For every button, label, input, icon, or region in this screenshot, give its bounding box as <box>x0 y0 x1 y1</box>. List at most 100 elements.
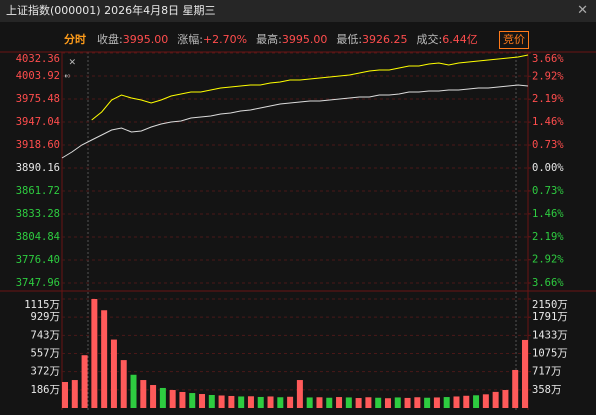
volume-bar <box>345 397 352 408</box>
volume-bar <box>120 360 127 408</box>
price-line <box>91 54 529 121</box>
volume-bar <box>384 398 391 408</box>
volume-bar <box>238 396 245 408</box>
title-bar: 上证指数(000001) 2026年4月8日 星期三 ✕ <box>0 0 596 22</box>
volume-bar <box>424 397 431 408</box>
volume-bar <box>101 310 108 408</box>
info-value: 3995.00 <box>122 33 169 46</box>
price-line <box>61 84 529 159</box>
volume-bar <box>62 381 68 408</box>
y-tick-label: 3975.48 <box>16 93 60 105</box>
volume-bar <box>179 391 186 408</box>
y2-tick-label: 1791万 <box>532 311 568 323</box>
volume-bar <box>404 397 411 408</box>
y2-tick-label: 2150万 <box>532 299 568 311</box>
volume-bar <box>71 380 78 408</box>
volume-bar <box>130 374 137 408</box>
volume-bar <box>394 397 401 408</box>
y-tick-label: 557万 <box>31 348 60 360</box>
volume-bar <box>482 394 489 408</box>
y2-tick-label: 1433万 <box>532 329 568 341</box>
volume-bar <box>257 396 264 408</box>
y-tick-label: 3804.84 <box>16 231 60 243</box>
y-tick-label: 3890.16 <box>16 162 60 174</box>
y2-tick-label: 2.92% <box>532 70 564 82</box>
title: 上证指数(000001) 2026年4月8日 星期三 <box>6 4 216 17</box>
y-tick-label: 4003.92 <box>16 70 60 82</box>
y-tick-label: 186万 <box>31 384 60 396</box>
info-label: 收盘: <box>97 33 123 46</box>
y2-tick-label: 3.66% <box>532 277 564 289</box>
y2-tick-label: 0.73% <box>532 185 564 197</box>
volume-bar <box>365 397 372 408</box>
y-tick-label: 372万 <box>31 366 60 378</box>
info-label: 成交: <box>416 33 443 46</box>
info-label: 最高: <box>256 33 282 46</box>
close-button[interactable]: ✕ <box>577 3 588 18</box>
y2-tick-label: 0.00% <box>532 162 564 174</box>
y-tick-label: 3947.04 <box>16 116 60 128</box>
info-value: +2.70% <box>202 33 248 46</box>
volume-bar <box>189 393 196 408</box>
volume-bar <box>159 387 166 408</box>
volume-bar <box>443 397 450 408</box>
close-icon[interactable]: ✕ <box>69 55 76 68</box>
volume-bar <box>453 396 460 408</box>
info-value: 3995.00 <box>281 33 328 46</box>
volume-bar <box>287 396 294 408</box>
y-tick-label: 743万 <box>31 329 60 341</box>
info-value: 3926.25 <box>362 33 408 46</box>
y2-tick-label: 0.73% <box>532 139 564 151</box>
y2-tick-label: 3.66% <box>532 53 564 65</box>
volume-bar <box>473 395 480 408</box>
y-tick-label: 3833.28 <box>16 208 60 220</box>
volume-bar <box>433 397 440 408</box>
volume-bar <box>492 391 499 408</box>
volume-bar <box>306 397 313 408</box>
info-items: 收盘: 3995.00 涨幅: +2.70% 最高: 3995.00 最低: 3926.25 成… <box>97 30 487 50</box>
y-tick-label: 1115万 <box>24 299 60 311</box>
volume-bar <box>208 394 215 408</box>
y-tick-label: 3861.72 <box>16 185 60 197</box>
expand-icon[interactable]: ↔ <box>64 69 71 82</box>
y2-tick-label: 1075万 <box>532 348 568 360</box>
tab[interactable]: 分时 <box>64 33 86 46</box>
volume-bar <box>267 396 274 408</box>
volume-bar <box>375 397 382 408</box>
volume-bar <box>247 396 254 408</box>
y2-tick-label: 717万 <box>532 366 561 378</box>
volume-bar <box>169 390 176 408</box>
volume-bar <box>228 395 235 408</box>
volume-bar <box>414 397 421 408</box>
volume-bar <box>502 390 509 408</box>
volume-bar <box>81 355 88 408</box>
volume-bar <box>91 299 98 408</box>
y-tick-label: 3747.96 <box>16 277 60 289</box>
y2-tick-label: 2.19% <box>532 93 564 105</box>
volume-bar <box>355 398 362 408</box>
volume-bar <box>140 380 147 408</box>
volume-bar <box>522 339 528 408</box>
volume-bar <box>512 369 519 408</box>
volume-bar <box>150 385 157 408</box>
y2-tick-label: 2.19% <box>532 231 564 243</box>
info-value: 6.44亿 <box>442 33 478 46</box>
volume-bar <box>110 339 117 408</box>
info-bar: 分时 收盘: 3995.00 涨幅: +2.70% 最高: 3995.00 最低: 3926.… <box>0 30 596 50</box>
y-tick-label: 3918.60 <box>16 139 60 151</box>
y-tick-label: 3776.40 <box>16 254 60 266</box>
volume-bar <box>218 395 225 408</box>
volume-bar <box>326 397 333 408</box>
auction-button[interactable]: 竞价 <box>499 31 529 49</box>
volume-bar <box>296 380 303 408</box>
y-tick-label: 929万 <box>31 311 60 323</box>
y2-tick-label: 358万 <box>532 384 561 396</box>
y2-tick-label: 2.92% <box>532 254 564 266</box>
volume-bar <box>463 395 470 408</box>
info-label: 最低: <box>336 33 363 46</box>
info-label: 涨幅: <box>177 33 203 46</box>
volume-bar <box>277 397 284 408</box>
y-tick-label: 4032.36 <box>16 53 60 65</box>
volume-bar <box>199 394 206 408</box>
